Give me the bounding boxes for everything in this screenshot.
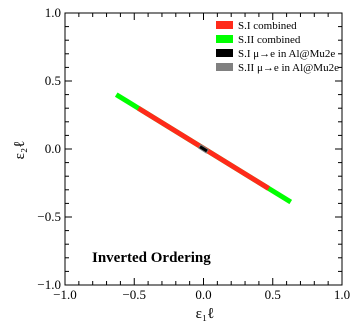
legend-label-s-ii-e-in-al-mu2e: S.II μ→e in Al@Mu2e [238, 62, 339, 74]
y-tick-label: −1.0 [37, 277, 61, 292]
x-tick-label: −1.0 [53, 287, 77, 302]
y-tick-label: 1.0 [45, 5, 61, 20]
axis-ticks [64, 12, 343, 286]
legend-label-s-ii-combined: S.II combined [238, 34, 301, 46]
legend-swatch-s-ii-e-in-al-mu2e [216, 63, 233, 71]
legend-label-s-i-e-in-al-mu2e: S.I μ→e in Al@Mu2e [238, 48, 335, 60]
ordering-annotation: Inverted Ordering [92, 250, 211, 266]
series-layer [114, 92, 293, 205]
x-tick-label: 1.0 [334, 287, 350, 302]
y-axis-title: ε₂ℓ [12, 141, 28, 160]
legend-label-s-i-combined: S.I combined [238, 20, 297, 32]
x-tick-label: −0.5 [122, 287, 146, 302]
tick-labels: −1.0 −0.5 0.0 0.5 1.0 −1.0 −0.5 0.0 0.5 1.0 [37, 5, 350, 302]
legend-swatch-s-ii-combined [216, 35, 233, 43]
series-s-i-e-in-al-mu2e [199, 145, 208, 153]
legend-swatch-s-i-e-in-al-mu2e [216, 49, 233, 57]
x-tick-label: 0.0 [195, 287, 211, 302]
x-tick-label: 0.5 [265, 287, 281, 302]
legend: S.I combined S.II combined S.I μ→e in Al@M… [216, 20, 339, 74]
y-tick-label: 0.5 [45, 73, 61, 88]
y-tick-label: −0.5 [37, 209, 61, 224]
legend-swatch-s-i-combined [216, 21, 233, 29]
y-tick-label: 0.0 [45, 141, 61, 156]
x-axis-title: ε₁ℓ [196, 306, 215, 322]
